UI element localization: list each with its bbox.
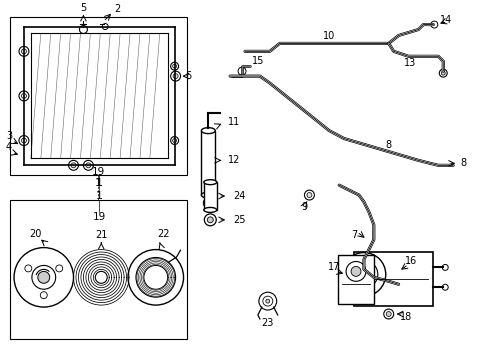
Circle shape: [40, 292, 47, 299]
Circle shape: [441, 265, 447, 270]
Circle shape: [204, 214, 216, 226]
Circle shape: [441, 284, 447, 290]
Circle shape: [263, 296, 272, 306]
Text: 4: 4: [6, 143, 12, 153]
Text: 7: 7: [350, 230, 356, 240]
Circle shape: [32, 265, 56, 289]
Circle shape: [21, 49, 26, 54]
Circle shape: [203, 198, 213, 208]
Circle shape: [258, 292, 276, 310]
Circle shape: [128, 249, 183, 305]
Bar: [201, 131, 215, 195]
Text: 8: 8: [459, 158, 465, 168]
Ellipse shape: [201, 128, 215, 134]
Text: 13: 13: [404, 58, 416, 68]
Circle shape: [346, 261, 365, 281]
Circle shape: [172, 139, 176, 143]
Text: 3: 3: [6, 131, 12, 141]
Text: 19: 19: [91, 167, 105, 177]
Text: 9: 9: [301, 202, 307, 212]
Text: 15: 15: [251, 56, 264, 66]
Text: 22: 22: [157, 229, 170, 239]
Circle shape: [95, 271, 107, 283]
Circle shape: [306, 193, 311, 198]
Circle shape: [83, 160, 93, 170]
Circle shape: [19, 91, 29, 101]
Circle shape: [342, 253, 385, 296]
Circle shape: [350, 266, 360, 276]
Text: 8: 8: [385, 140, 391, 150]
Text: 5: 5: [80, 3, 86, 13]
Circle shape: [19, 46, 29, 56]
Circle shape: [173, 74, 178, 78]
Text: 25: 25: [233, 215, 245, 225]
Text: 20: 20: [30, 229, 42, 239]
Circle shape: [170, 136, 178, 144]
Circle shape: [170, 62, 178, 70]
Text: 19: 19: [92, 212, 106, 222]
Circle shape: [136, 257, 175, 297]
Circle shape: [143, 265, 167, 289]
Circle shape: [21, 94, 26, 98]
Circle shape: [430, 21, 437, 28]
Circle shape: [102, 23, 108, 30]
Text: 6: 6: [185, 71, 191, 81]
Circle shape: [21, 138, 26, 143]
Circle shape: [356, 267, 370, 281]
Text: 24: 24: [233, 191, 245, 201]
Ellipse shape: [201, 192, 215, 198]
Circle shape: [265, 299, 269, 303]
Bar: [353, 252, 432, 306]
Text: 1: 1: [96, 191, 102, 201]
Circle shape: [386, 311, 390, 316]
Text: 10: 10: [323, 31, 335, 41]
Bar: [10, 17, 186, 175]
Bar: [204, 182, 217, 210]
Circle shape: [170, 71, 180, 81]
Circle shape: [14, 248, 73, 307]
Text: 16: 16: [405, 256, 417, 266]
Circle shape: [383, 309, 393, 319]
Circle shape: [38, 271, 50, 283]
Circle shape: [19, 136, 29, 145]
Text: 1: 1: [95, 178, 102, 188]
Text: 14: 14: [439, 15, 451, 24]
Circle shape: [207, 217, 213, 223]
Circle shape: [86, 163, 91, 168]
Circle shape: [79, 26, 87, 33]
Circle shape: [438, 69, 447, 77]
Circle shape: [25, 265, 32, 272]
Text: 2: 2: [114, 4, 120, 14]
Circle shape: [349, 261, 377, 288]
Bar: [338, 255, 373, 304]
Text: 18: 18: [400, 312, 412, 322]
Text: 11: 11: [228, 117, 240, 127]
Circle shape: [304, 190, 314, 200]
Circle shape: [71, 163, 76, 168]
Text: 23: 23: [261, 318, 273, 328]
Bar: [10, 200, 186, 339]
Circle shape: [68, 160, 78, 170]
Ellipse shape: [203, 180, 216, 185]
Text: 17: 17: [327, 262, 340, 273]
Circle shape: [238, 67, 245, 75]
Circle shape: [172, 64, 176, 68]
Text: 12: 12: [228, 156, 240, 165]
Text: 21: 21: [95, 230, 107, 240]
Ellipse shape: [203, 207, 216, 212]
Circle shape: [440, 71, 444, 75]
Text: 1: 1: [96, 178, 102, 188]
Circle shape: [56, 265, 62, 272]
